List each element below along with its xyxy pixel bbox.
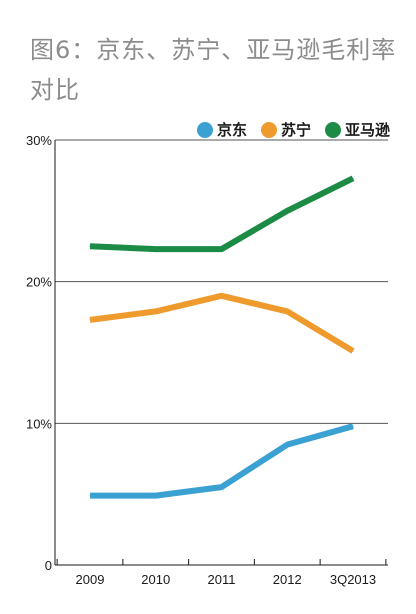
x-tick-label-3: 2012 [273,572,302,587]
chart-title: 图6：京东、苏宁、亚马逊毛利率对比 [30,36,397,104]
data-point-2-2 [221,248,222,250]
legend-item-amazon: 亚马逊 [324,119,390,140]
legend-swatch-jd [196,121,213,138]
data-point-0-1 [155,495,157,497]
gridlines [55,139,388,424]
x-tick-label-1: 2010 [141,572,170,587]
data-point-0-3 [286,444,288,446]
x-tick-label-4: 3Q2013 [330,572,376,587]
series-line-0 [90,423,354,499]
data-point-2-4 [352,177,354,179]
legend-item-suning: 苏宁 [260,119,311,140]
data-point-1-3 [286,310,288,312]
chart-legend: 京东 苏宁 亚马逊 [196,119,390,140]
legend-label-amazon: 亚马逊 [344,121,390,139]
axes: 0 10% 20% 30% 2009 2010 2011 2012 3Q2013 [26,133,388,587]
data-point-2-3 [286,210,288,212]
legend-swatch-suning [260,121,277,138]
y-tick-label-2: 20% [26,275,52,290]
series-lines [89,175,355,499]
data-point-1-4 [352,350,354,352]
x-tick-label-0: 2009 [76,572,105,587]
y-tick-label-1: 10% [26,416,52,431]
data-point-2-0 [89,245,91,247]
legend-item-jd: 京东 [196,119,247,140]
data-point-1-1 [155,310,157,312]
data-point-0-0 [89,495,91,497]
data-point-0-2 [221,486,222,488]
data-point-1-0 [89,319,91,321]
x-tick-label-2: 2011 [208,572,236,587]
legend-swatch-amazon [324,121,341,138]
series-line-1 [89,292,355,354]
legend-label-suning: 苏宁 [280,121,311,139]
y-tick-label-3: 30% [26,133,52,148]
data-point-1-2 [221,295,222,297]
data-point-2-1 [155,248,157,250]
legend-label-jd: 京东 [216,121,247,139]
y-tick-label-0: 0 [45,558,52,573]
data-point-0-4 [352,425,354,427]
series-line-2 [89,175,355,253]
